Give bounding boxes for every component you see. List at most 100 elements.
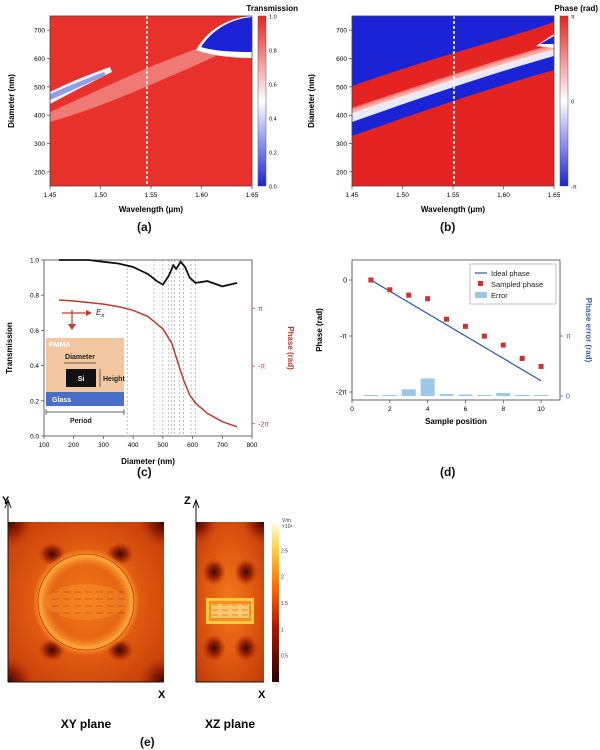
xtick-label-a: 1.45 (44, 192, 57, 199)
colorbar-tick-b: -π (571, 185, 577, 191)
field-label: Ex (96, 308, 105, 319)
error-bar (458, 394, 473, 396)
sampled-phase-point (444, 316, 450, 322)
glass-layer (46, 392, 124, 406)
sampled-phase-point (425, 296, 431, 302)
glass-label: Glass (52, 397, 71, 404)
xtick-label-d: 8 (501, 406, 505, 413)
period-label: Period (70, 418, 92, 425)
colorbar-tick-a: 0.6 (269, 83, 277, 89)
error-bar (515, 394, 530, 396)
ytick-label-c: 0.8 (30, 293, 39, 300)
xy-plane-label: XY plane (61, 717, 112, 731)
ylabel-c: Transmission (5, 322, 14, 374)
ytick-label-d: 0 (343, 278, 347, 285)
ylabel-d-right: Phase error (rad) (584, 298, 593, 363)
ytick-label-a: 300 (34, 141, 45, 148)
xtick-label-d: 0 (350, 406, 354, 413)
xtick-label-a: 1.50 (94, 192, 107, 199)
sampled-phase-point (462, 323, 468, 329)
xtick-label-c: 700 (217, 442, 228, 449)
xy-axis-y: Y (2, 495, 10, 507)
colorbar-exp-e: ×10⁶ (282, 524, 293, 530)
colorbar-unit-e: V/m (282, 518, 291, 524)
diameter-label: Diameter (65, 354, 95, 361)
colorbar-tick-b: π (571, 15, 575, 21)
caption-e: (e) (140, 735, 155, 749)
colorbar-tick-b: 0 (571, 100, 574, 106)
xz-axis-z: Z (184, 495, 191, 507)
xtick-label-c: 400 (128, 442, 139, 449)
ytick-right-c: -π (258, 364, 265, 371)
xlabel-d: Sample position (425, 417, 487, 426)
panel-d: 0 2 4 6 8 10 0 -π -2π π 0 Ideal phase Sampled phas… (315, 259, 593, 426)
xtick-label-c: 200 (68, 442, 79, 449)
sampled-phase-point (387, 287, 393, 293)
xtick-label-c: 800 (247, 442, 258, 449)
ytick-label-a: 600 (34, 56, 45, 63)
error-bar (534, 395, 549, 396)
legend-error: Error (491, 291, 508, 300)
panel-c: 100 200 300 400 500 600 700 800 0.0 0.2 0.4 0.6 0.8 1… (5, 258, 295, 467)
xtick-label-d: 10 (537, 406, 545, 413)
panel-e: Y X XY plane Z X XZ plane V/m ×10⁶ 2.5 2 1… (2, 495, 293, 731)
xtick-label-a: 1.55 (145, 192, 158, 199)
xz-axis-x: X (258, 689, 266, 701)
xtick-label-a: 1.60 (195, 192, 208, 199)
ytick-label-b: 700 (336, 28, 347, 35)
ytick-label-a: 400 (34, 113, 45, 120)
ytick-label-d: -π (340, 334, 347, 341)
ylabel-b: Diameter (nm) (307, 74, 316, 128)
ylabel-d: Phase (rad) (315, 308, 324, 352)
ytick-label-a: 700 (34, 28, 45, 35)
sampled-phase-point (538, 363, 544, 369)
colorbar-tick-a: 0.8 (269, 49, 277, 55)
ytick-label-d: -2π (336, 390, 347, 397)
ylabel-a: Diameter (nm) (7, 74, 16, 128)
ytick-label-c: 0.6 (30, 328, 39, 335)
error-bar (496, 392, 511, 396)
ylabel-c-right: Phase (rad) (286, 326, 295, 370)
error-bar (439, 394, 454, 396)
ytick-label-c: 0.2 (30, 398, 39, 405)
sampled-phase-point (368, 277, 374, 283)
error-bar (420, 378, 435, 396)
xy-axis-x: X (158, 689, 166, 701)
xtick-label-c: 300 (98, 442, 109, 449)
transmission-curve (58, 259, 238, 288)
height-label: Height (103, 376, 125, 383)
ytick-label-b: 400 (336, 113, 347, 120)
colorbar-tick-e: 1 (281, 627, 284, 633)
panel-b: 1.45 1.50 1.55 1.60 1.65 200 300 400 500 600 700 π… (307, 4, 598, 214)
ytick-right-d: π (566, 334, 571, 341)
ytick-right-c: π (258, 306, 263, 313)
sampled-phase-point (500, 342, 506, 348)
caption-b: (b) (440, 220, 456, 234)
xtick-label-d: 2 (388, 406, 392, 413)
colorbar-title-b: Phase (rad) (554, 4, 598, 13)
xtick-label-c: 600 (187, 442, 198, 449)
error-bar (401, 389, 416, 396)
ytick-label-b: 200 (336, 169, 347, 176)
ytick-label-b: 500 (336, 84, 347, 91)
xtick-label-b: 1.50 (396, 192, 409, 199)
ytick-label-b: 600 (336, 56, 347, 63)
xtick-label-c: 500 (157, 442, 168, 449)
legend-d: Ideal phase Sampled phase Error (469, 263, 557, 305)
ytick-label-c: 1.0 (30, 258, 39, 265)
colorbar-tick-a: 0.4 (269, 117, 277, 123)
colorbar-tick-a: 0.2 (269, 151, 277, 157)
legend-sampled: Sampled phase (491, 280, 543, 289)
xtick-label-b: 1.55 (447, 192, 460, 199)
xtick-label-d: 6 (464, 406, 468, 413)
colorbar-tick-e: 2.5 (281, 548, 288, 554)
xtick-label-c: 100 (39, 442, 50, 449)
xlabel-a: Wavelength (μm) (119, 205, 183, 214)
xtick-label-b: 1.65 (548, 192, 561, 199)
ytick-label-c: 0.0 (30, 434, 39, 441)
xy-field-map (8, 522, 164, 682)
xtick-label-b: 1.60 (497, 192, 510, 199)
caption-d: (d) (440, 465, 456, 479)
colorbar-tick-a: 0.0 (269, 185, 277, 191)
xtick-label-d: 4 (426, 406, 430, 413)
